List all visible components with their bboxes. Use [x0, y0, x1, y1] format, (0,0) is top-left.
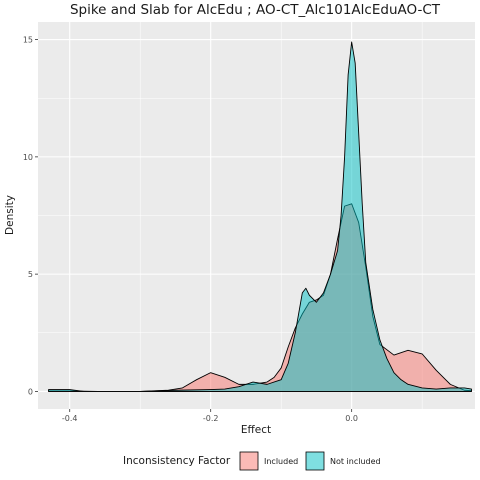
x-tick-label: 0.0	[345, 414, 358, 423]
x-tick-label: -0.4	[62, 414, 78, 423]
minor-gridlines	[38, 22, 475, 409]
y-tick-label: 5	[28, 270, 33, 279]
y-tick-label: 0	[28, 387, 33, 396]
y-tick-label: 15	[23, 36, 33, 45]
y-axis-title: Density	[4, 195, 16, 235]
y-axis: 0 5 10 15	[23, 36, 38, 396]
legend-label-included: Included	[264, 457, 298, 466]
x-tick-label: -0.2	[203, 414, 219, 423]
legend-label-not-included: Not included	[330, 457, 381, 466]
x-axis-title: Effect	[241, 424, 271, 436]
y-tick-label: 10	[23, 153, 33, 162]
x-axis: -0.4 -0.2 0.0	[62, 409, 358, 423]
legend-key-not-included	[305, 451, 325, 471]
density-area-not-included	[48, 41, 472, 392]
density-areas	[48, 41, 472, 392]
legend-key-included	[239, 451, 259, 471]
chart-title: Spike and Slab for AlcEdu ; AO-CT_Alc101…	[70, 2, 441, 18]
legend-title: Inconsistency Factor	[123, 455, 231, 467]
legend: Inconsistency Factor Included Not includ…	[123, 451, 381, 471]
